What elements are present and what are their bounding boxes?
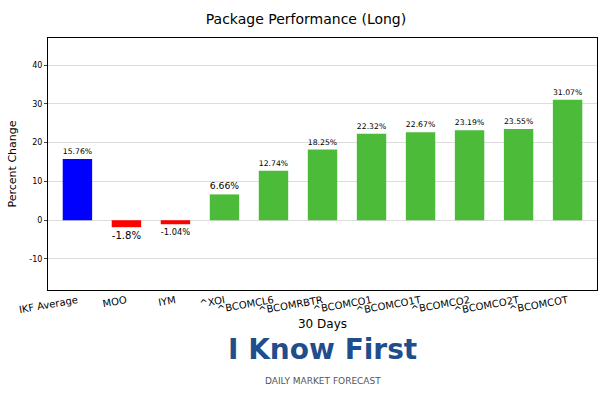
svg-text:10: 10: [32, 177, 42, 186]
svg-text:-10: -10: [29, 255, 42, 264]
svg-text:^BCOMCL6: ^BCOMCL6: [216, 294, 275, 315]
svg-text:DAILY MARKET FORECAST: DAILY MARKET FORECAST: [265, 376, 381, 386]
svg-text:15.76%: 15.76%: [63, 147, 92, 156]
svg-text:I Know First: I Know First: [228, 333, 417, 366]
svg-text:^BCOMCO1T: ^BCOMCO1T: [355, 294, 423, 316]
svg-text:30 Days: 30 Days: [298, 317, 347, 331]
svg-text:IKF Average: IKF Average: [18, 294, 79, 315]
svg-text:IYM: IYM: [157, 294, 176, 308]
svg-text:31.07%: 31.07%: [553, 88, 582, 97]
svg-text:^BCOMCO2T: ^BCOMCO2T: [453, 294, 521, 316]
svg-text:20: 20: [32, 138, 42, 147]
svg-text:^BCOMCOT: ^BCOMCOT: [508, 294, 569, 315]
svg-text:^BCOMCO2: ^BCOMCO2: [410, 294, 471, 315]
svg-text:MOO: MOO: [102, 294, 128, 309]
svg-text:23.55%: 23.55%: [504, 117, 533, 126]
svg-text:12.74%: 12.74%: [259, 159, 288, 168]
svg-text:40: 40: [32, 61, 42, 70]
svg-text:^BCOMCO1: ^BCOMCO1: [312, 294, 373, 315]
svg-text:30: 30: [32, 100, 42, 109]
svg-text:-1.8%: -1.8%: [112, 230, 142, 241]
svg-text:^BCOMRBTR: ^BCOMRBTR: [257, 294, 323, 316]
svg-text:22.67%: 22.67%: [406, 120, 435, 129]
svg-text:23.19%: 23.19%: [455, 118, 484, 127]
svg-text:0: 0: [37, 216, 42, 225]
svg-text:18.25%: 18.25%: [308, 138, 337, 147]
svg-text:-1.04%: -1.04%: [161, 227, 190, 237]
svg-text:Package Performance (Long): Package Performance (Long): [206, 11, 406, 27]
svg-text:22.32%: 22.32%: [357, 122, 386, 131]
svg-text:Percent Change: Percent Change: [6, 120, 19, 207]
svg-text:^XOI: ^XOI: [199, 294, 226, 309]
svg-text:6.66%: 6.66%: [210, 180, 240, 191]
